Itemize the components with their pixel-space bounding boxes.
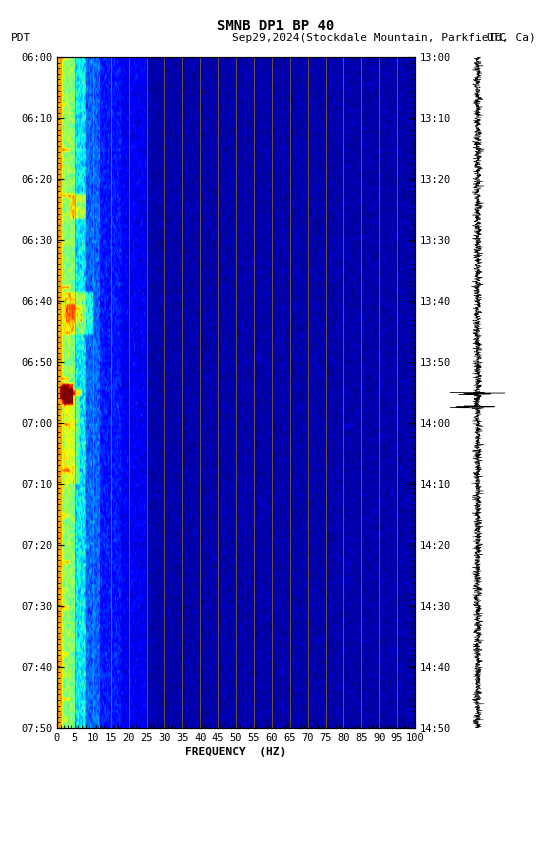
Text: SMNB DP1 BP 40: SMNB DP1 BP 40 [217,19,335,33]
X-axis label: FREQUENCY  (HZ): FREQUENCY (HZ) [185,747,286,757]
Text: PDT: PDT [11,33,31,43]
Text: Sep29,2024(Stockdale Mountain, Parkfield, Ca): Sep29,2024(Stockdale Mountain, Parkfield… [232,33,535,43]
Text: UTC: UTC [486,33,506,43]
